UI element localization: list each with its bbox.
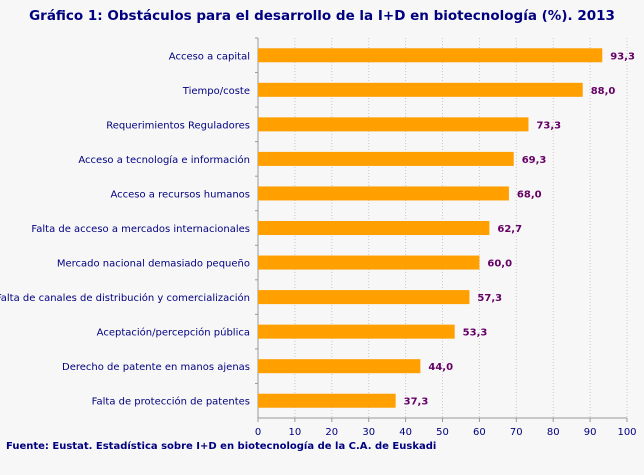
x-tick-label: 100 bbox=[617, 427, 636, 438]
bar bbox=[258, 255, 480, 270]
bar bbox=[258, 393, 396, 408]
x-tick-label: 10 bbox=[289, 427, 302, 438]
value-label: 93,3 bbox=[610, 51, 635, 62]
category-label: Derecho de patente en manos ajenas bbox=[62, 362, 250, 373]
category-label: Mercado nacional demasiado pequeño bbox=[57, 259, 250, 270]
x-tick-label: 70 bbox=[510, 427, 523, 438]
bar bbox=[258, 186, 509, 201]
x-tick-label: 50 bbox=[436, 427, 449, 438]
category-label: Requerimientos Reguladores bbox=[106, 120, 250, 131]
category-label: Falta de canales de distribución y comer… bbox=[0, 292, 250, 304]
value-label: 69,3 bbox=[522, 155, 547, 166]
value-label: 57,3 bbox=[477, 293, 502, 304]
bar bbox=[258, 359, 421, 374]
value-label: 73,3 bbox=[536, 120, 561, 131]
chart-title: Gráfico 1: Obstáculos para el desarrollo… bbox=[29, 8, 615, 24]
x-tick-label: 80 bbox=[547, 427, 560, 438]
value-label: 88,0 bbox=[591, 86, 616, 97]
value-label: 37,3 bbox=[404, 397, 429, 408]
x-tick-label: 20 bbox=[325, 427, 338, 438]
category-label: Aceptación/percepción pública bbox=[97, 327, 250, 339]
category-label: Falta de protección de patentes bbox=[92, 396, 250, 408]
source-note: Fuente: Eustat. Estadística sobre I+D en… bbox=[6, 441, 437, 452]
x-tick-label: 60 bbox=[473, 427, 486, 438]
bar bbox=[258, 151, 514, 166]
value-label: 44,0 bbox=[428, 362, 453, 373]
bar bbox=[258, 48, 603, 63]
bar bbox=[258, 221, 490, 235]
bar bbox=[258, 117, 529, 132]
bar bbox=[258, 324, 455, 339]
x-tick-label: 30 bbox=[362, 427, 375, 438]
bar bbox=[258, 290, 470, 305]
bar bbox=[258, 82, 583, 97]
value-label: 68,0 bbox=[517, 189, 542, 200]
category-label: Acceso a capital bbox=[169, 51, 250, 62]
category-label: Acceso a recursos humanos bbox=[110, 189, 250, 200]
x-tick-label: 90 bbox=[584, 427, 597, 438]
value-label: 53,3 bbox=[463, 328, 488, 339]
category-label: Tiempo/coste bbox=[182, 86, 250, 97]
x-tick-label: 0 bbox=[255, 427, 261, 438]
value-label: 60,0 bbox=[487, 259, 512, 270]
value-label: 62,7 bbox=[497, 224, 522, 235]
category-label: Falta de acceso a mercados internacional… bbox=[31, 224, 250, 235]
x-tick-label: 40 bbox=[399, 427, 412, 438]
category-label: Acceso a tecnología e información bbox=[78, 154, 250, 166]
